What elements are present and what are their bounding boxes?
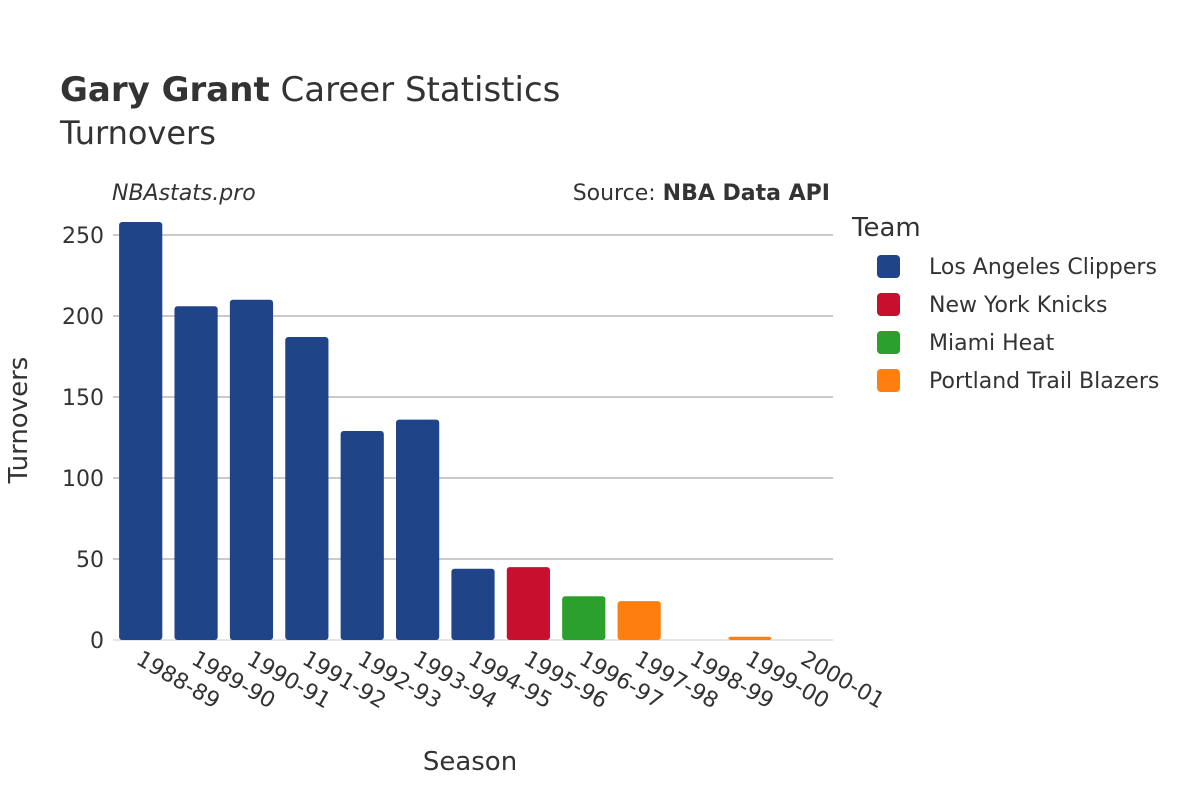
legend-swatch — [877, 293, 900, 316]
legend-swatch — [877, 255, 900, 278]
y-tick-label: 150 — [62, 386, 104, 411]
watermark: NBAstats.pro — [112, 181, 256, 206]
legend-label[interactable]: New York Knicks — [929, 293, 1108, 318]
x-axis-title: Season — [423, 747, 517, 777]
legend: Team Los Angeles Clippers New York Knicks… — [851, 213, 1159, 394]
x-axis-ticks: 1988-891989-901990-911991-921992-931993-… — [132, 647, 889, 715]
legend-label[interactable]: Los Angeles Clippers — [929, 255, 1157, 280]
y-axis-ticks: 0 50 100 150 200 250 — [62, 224, 104, 654]
y-tick-label: 200 — [62, 305, 104, 330]
chart-subtitle: Turnovers — [59, 114, 216, 152]
title-rest: Career Statistics — [281, 70, 561, 110]
bar[interactable] — [562, 596, 606, 640]
player-name: Gary Grant — [60, 70, 270, 110]
legend-swatch — [877, 369, 900, 392]
legend-title: Team — [851, 213, 921, 243]
bar[interactable] — [506, 567, 550, 640]
bar[interactable] — [285, 337, 329, 640]
source-prefix: Source: — [573, 181, 663, 206]
legend-label[interactable]: Portland Trail Blazers — [929, 369, 1159, 394]
bar[interactable] — [340, 431, 384, 640]
chart-title: Gary Grant Career Statistics — [60, 70, 560, 110]
y-tick-label: 100 — [62, 467, 104, 492]
source-name: NBA Data API — [663, 181, 830, 206]
legend-label[interactable]: Miami Heat — [929, 331, 1055, 356]
bar[interactable] — [451, 568, 495, 640]
y-tick-label: 50 — [76, 548, 104, 573]
bar[interactable] — [174, 306, 218, 640]
bar[interactable] — [617, 601, 661, 640]
bar[interactable] — [229, 299, 274, 640]
y-axis-title: Turnovers — [4, 357, 34, 485]
y-tick-label: 250 — [62, 224, 104, 249]
bar[interactable] — [396, 419, 440, 640]
bars — [119, 222, 772, 641]
bar[interactable] — [728, 636, 772, 640]
y-tick-label: 0 — [90, 629, 104, 654]
legend-swatch — [877, 331, 900, 354]
bar[interactable] — [119, 222, 163, 641]
source-credit: Source: NBA Data API — [573, 181, 830, 206]
